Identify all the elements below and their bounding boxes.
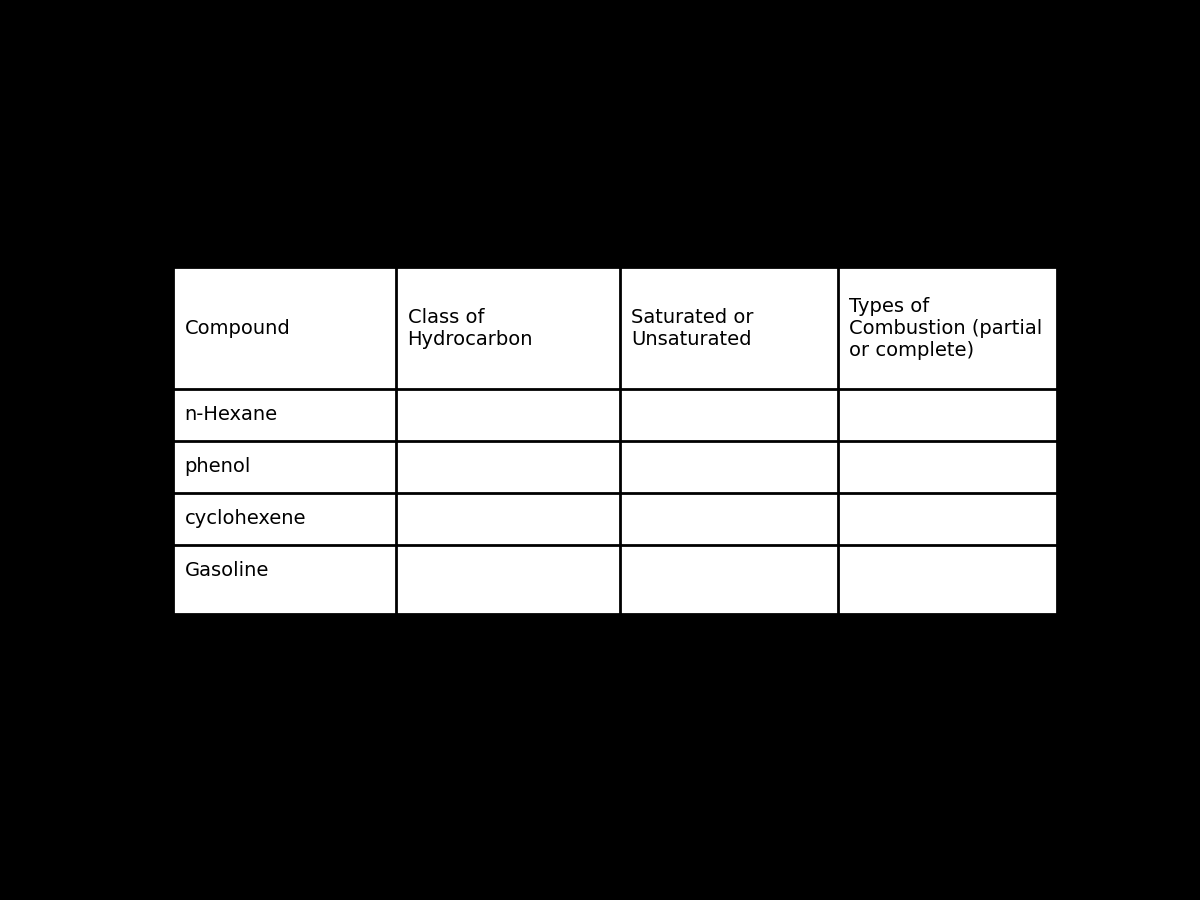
Text: Types of
Combustion (partial
or complete): Types of Combustion (partial or complete… [850, 296, 1043, 359]
Text: phenol: phenol [185, 457, 251, 476]
Text: Class of
Hydrocarbon: Class of Hydrocarbon [408, 308, 533, 348]
Text: Compound: Compound [185, 319, 290, 338]
Text: cyclohexene: cyclohexene [185, 509, 306, 528]
Bar [173, 267, 1057, 614]
Text: n-Hexane: n-Hexane [185, 405, 277, 424]
Text: Gasoline: Gasoline [185, 561, 269, 581]
Text: Saturated or
Unsaturated: Saturated or Unsaturated [631, 308, 754, 348]
